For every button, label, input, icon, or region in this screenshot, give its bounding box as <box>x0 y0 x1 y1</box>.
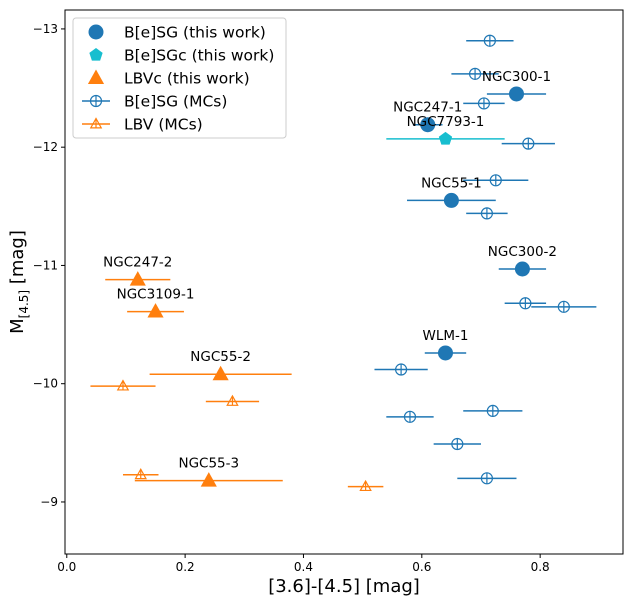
data-point <box>127 303 184 318</box>
x-tick-label: 0.2 <box>176 560 195 574</box>
data-point <box>90 379 156 391</box>
point-label: NGC247-1 <box>393 100 462 116</box>
y-tick-label: −13 <box>33 22 58 36</box>
legend-label: LBV (MCs) <box>124 116 203 134</box>
x-axis-label: [3.6]-[4.5] [mag] <box>268 576 420 597</box>
circle-marker <box>437 345 453 361</box>
x-tick-label: 0.4 <box>294 560 313 574</box>
triangle-marker <box>147 303 164 318</box>
data-point <box>412 117 443 133</box>
circle-marker <box>443 192 459 208</box>
circle-marker <box>508 86 524 102</box>
legend-entry: B[e]SG (this work) <box>88 24 266 42</box>
y-axis-label: M[4.5] [mag] <box>7 230 31 334</box>
y-tick-label: −11 <box>33 258 58 272</box>
series-lbv-mcs- <box>90 379 384 492</box>
series-lbvc-this-work- <box>105 271 292 487</box>
y-tick-label: −9 <box>40 495 58 509</box>
x-axis: 0.0 0.2 0.4 0.6 0.8 <box>57 554 550 574</box>
data-point <box>451 67 499 80</box>
data-point <box>433 437 481 451</box>
data-point <box>386 131 505 145</box>
data-point <box>424 345 467 361</box>
y-tick-label: −12 <box>33 140 58 154</box>
data-point <box>463 97 505 110</box>
point-label: NGC3109-1 <box>117 287 195 303</box>
data-point <box>466 207 508 220</box>
triangle-marker <box>87 69 105 84</box>
point-label: NGC300-1 <box>482 69 551 85</box>
point-label: NGC55-3 <box>178 456 239 472</box>
y-axis: −9 −10 −11 −12 −13 <box>33 22 65 509</box>
x-tick-label: 0.8 <box>531 560 550 574</box>
point-label: NGC55-1 <box>421 175 482 191</box>
data-point <box>466 34 514 47</box>
point-label: NGC300-2 <box>488 244 557 260</box>
data-point <box>105 271 171 286</box>
legend-entry: LBVc (this work) <box>87 69 250 88</box>
point-label: NGC7793-1 <box>407 114 485 130</box>
legend-frame <box>72 17 287 139</box>
circle-marker <box>88 24 104 40</box>
triangle-marker <box>200 472 217 487</box>
legend-entry: B[e]SG (MCs) <box>82 93 227 111</box>
data-point <box>501 137 555 150</box>
data-point <box>407 192 496 208</box>
data-point <box>486 86 547 102</box>
y-axis-label-unit: [mag] <box>7 230 28 290</box>
data-point <box>463 404 523 418</box>
data-point <box>374 363 428 376</box>
legend: B[e]SG (this work) B[e]SGc (this work) LBV… <box>72 17 287 139</box>
legend-label: B[e]SGc (this work) <box>124 47 274 65</box>
point-label: NGC247-2 <box>103 255 172 271</box>
data-point <box>457 472 517 485</box>
data-point <box>463 174 529 187</box>
data-point <box>122 468 159 480</box>
x-tick-label: 0.6 <box>412 560 431 574</box>
legend-label: LBVc (this work) <box>124 70 250 88</box>
data-point <box>498 261 547 277</box>
y-tick-label: −10 <box>33 377 58 391</box>
data-point <box>134 472 283 487</box>
series-b-e-sgc-this-work- <box>386 131 505 145</box>
circle-marker <box>420 117 436 133</box>
triangle-marker <box>129 271 146 286</box>
y-axis-label-main: M <box>7 318 28 334</box>
point-label: NGC55-2 <box>190 349 251 365</box>
series-b-e-sg-mcs- <box>374 34 597 485</box>
data-point <box>504 297 547 310</box>
data-point <box>347 479 384 492</box>
point-label: WLM-1 <box>422 328 468 344</box>
legend-entry: LBV (MCs) <box>82 116 203 134</box>
legend-entry: B[e]SGc (this work) <box>89 47 274 65</box>
triangle-marker <box>212 365 229 381</box>
circle-marker <box>514 261 530 277</box>
pentagon-marker <box>89 48 103 61</box>
pentagon-marker <box>438 131 453 145</box>
legend-label: B[e]SG (MCs) <box>124 93 227 111</box>
data-point <box>149 365 292 381</box>
legend-label: B[e]SG (this work) <box>124 24 266 42</box>
x-tick-label: 0.0 <box>57 560 76 574</box>
series-b-e-sg-this-work- <box>407 86 547 361</box>
data-point <box>531 300 597 313</box>
y-axis-label-sub: [4.5] <box>17 290 31 318</box>
data-point <box>205 394 260 406</box>
data-marks <box>90 34 597 492</box>
data-point <box>386 410 434 423</box>
point-labels: NGC300-1 NGC247-1 NGC55-1 NGC300-2 WLM-1 NGC7… <box>103 69 557 472</box>
